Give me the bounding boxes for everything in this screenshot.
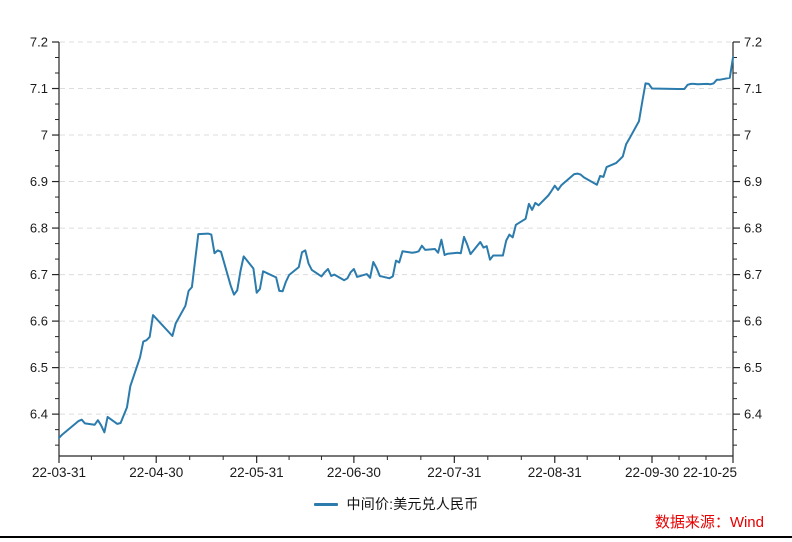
x-tick-label: 22-10-25 [683, 465, 737, 480]
x-tick-label: 22-07-31 [427, 465, 481, 480]
x-tick-label: 22-09-30 [625, 465, 679, 480]
y-tick-label: 6.6 [744, 314, 762, 329]
x-tick-label: 22-08-31 [528, 465, 582, 480]
y-tick-label: 7 [41, 128, 48, 143]
x-tick-label: 22-05-31 [230, 465, 284, 480]
x-tick-label: 22-03-31 [32, 465, 86, 480]
bottom-divider [0, 536, 792, 538]
y-tick-label: 7.1 [744, 81, 762, 96]
y-tick-label: 6.6 [30, 314, 48, 329]
legend-line-swatch [313, 502, 338, 506]
legend: 中间价:美元兑人民币 [0, 494, 792, 514]
y-tick-label: 6.5 [30, 360, 48, 375]
y-tick-label: 6.9 [744, 174, 762, 189]
series-line [58, 56, 734, 439]
y-tick-label: 7.2 [744, 35, 762, 50]
y-tick-label: 7 [744, 128, 751, 143]
x-tick-label: 22-04-30 [129, 465, 183, 480]
y-tick-label: 6.4 [744, 407, 762, 422]
y-tick-label: 6.5 [744, 360, 762, 375]
y-tick-label: 6.8 [744, 221, 762, 236]
y-tick-label: 6.7 [30, 267, 48, 282]
legend-label: 中间价:美元兑人民币 [346, 496, 479, 512]
y-tick-label: 6.9 [30, 174, 48, 189]
y-tick-label: 7.1 [30, 81, 48, 96]
data-source-note: 数据来源：Wind [654, 514, 764, 531]
y-tick-label: 6.7 [744, 267, 762, 282]
y-tick-label: 7.2 [30, 35, 48, 50]
y-tick-label: 6.8 [30, 221, 48, 236]
y-tick-label: 6.4 [30, 407, 48, 422]
x-tick-label: 22-06-30 [327, 465, 381, 480]
